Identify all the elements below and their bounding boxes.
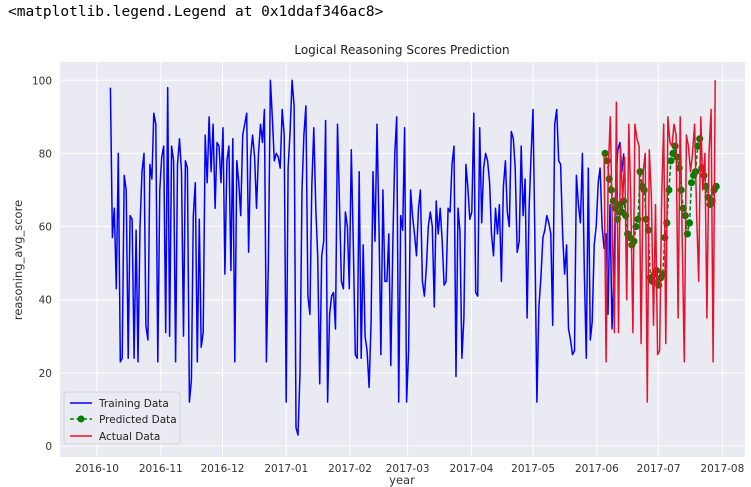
y-tick-label: 100 <box>32 75 52 87</box>
x-tick-label: 2017-02 <box>328 463 372 475</box>
x-tick-label: 2017-07 <box>637 463 681 475</box>
legend-label-training: Training Data <box>98 398 169 410</box>
data-point <box>640 186 648 194</box>
x-tick-label: 2016-11 <box>139 463 183 475</box>
chart-title: Logical Reasoning Scores Prediction <box>294 43 509 57</box>
x-tick-label: 2017-03 <box>386 463 430 475</box>
data-point <box>667 157 675 165</box>
x-tick-label: 2016-12 <box>201 463 245 475</box>
x-tick-label: 2017-08 <box>700 463 744 475</box>
x-tick-label: 2016-10 <box>75 463 119 475</box>
x-tick-label: 2017-04 <box>449 463 493 475</box>
series-line-0 <box>109 79 625 436</box>
x-tick-label: 2017-06 <box>575 463 619 475</box>
legend-label-actual: Actual Data <box>99 431 160 443</box>
tick-labels: 0 20 40 60 80 100 2016-10 2016-11 2016-12 2017-01… <box>32 75 744 475</box>
legend-marker-predicted <box>77 415 85 423</box>
data-point <box>601 149 609 157</box>
x-tick-label: 2017-01 <box>264 463 308 475</box>
x-tick-label: 2017-05 <box>511 463 555 475</box>
data-point <box>665 186 673 194</box>
y-tick-label: 40 <box>39 295 52 307</box>
legend-label-predicted: Predicted Data <box>99 414 177 426</box>
y-tick-label: 80 <box>39 148 52 160</box>
data-point <box>687 179 696 187</box>
data-point <box>685 219 694 227</box>
series-line-2 <box>603 80 716 403</box>
data-point <box>673 153 681 161</box>
data-point <box>696 135 704 143</box>
y-axis-label: reasoning_avg_score <box>11 200 25 320</box>
x-axis-label: year <box>389 473 415 487</box>
legend: Training Data Predicted Data Actual Data <box>63 391 181 445</box>
y-tick-label: 60 <box>39 222 52 234</box>
data-point <box>694 142 702 150</box>
cell-output-text: <matplotlib.legend.Legend at 0x1ddaf346a… <box>8 4 384 20</box>
y-tick-label: 20 <box>39 368 52 380</box>
data-point <box>620 197 628 205</box>
y-tick-label: 0 <box>45 441 52 453</box>
legend-box <box>63 391 181 445</box>
series-group <box>109 79 720 436</box>
